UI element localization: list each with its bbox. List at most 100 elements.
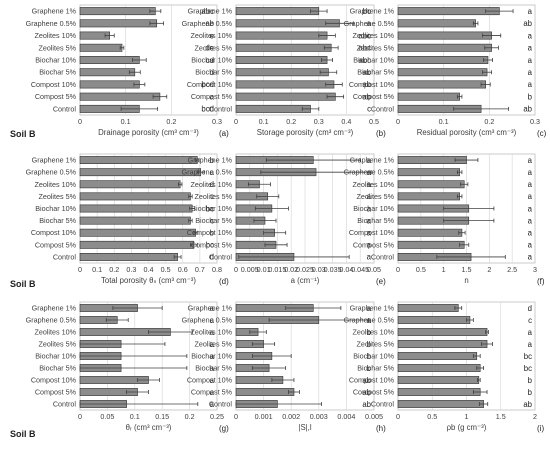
bar: [79, 156, 198, 164]
significance-letter: a: [528, 80, 533, 89]
category-label: Graphene 0.5%: [182, 168, 233, 177]
significance-letter: a: [528, 156, 533, 165]
significance-letter: a: [367, 204, 372, 213]
category-label: Graphene 0.5%: [182, 316, 233, 325]
panel-label: (c): [537, 129, 547, 138]
category-label: Compost 10%: [31, 228, 77, 237]
significance-letter: a: [528, 44, 533, 53]
significance-letter: bc: [206, 204, 214, 213]
x-axis-title: a (cm⁻¹): [291, 276, 320, 285]
category-label: Zeolites 5%: [356, 340, 394, 349]
panel-label: (e): [376, 277, 386, 286]
bar: [397, 180, 465, 189]
bar: [79, 192, 191, 201]
significance-letter: ab: [362, 376, 371, 385]
category-label: Biochar 5%: [195, 216, 232, 225]
x-tick-label: 0.3: [314, 117, 324, 126]
panel-b: 0 0.1 0.2 0.3 0.4 0.5 Graphene 1% Graphene 0.5%…: [182, 4, 386, 138]
x-axis-title: Storage porosity (cm³ cm⁻³): [257, 128, 354, 137]
category-label: Graphene 1%: [32, 304, 77, 313]
bar: [79, 228, 196, 237]
x-tick-label: 0.02: [284, 265, 298, 274]
category-label: Zeolites 10%: [190, 31, 232, 40]
significance-letter: bc: [524, 352, 532, 361]
panel-c: 0 0.1 0.2 0.3 Graphene 1% Graphene 0.5% Zeolit…: [344, 4, 547, 138]
category-label: Compost 5%: [191, 388, 233, 397]
x-axis-title: Residual porosity (cm³ cm⁻³): [417, 128, 517, 137]
significance-letter: ab: [362, 388, 371, 397]
category-label: Biochar 5%: [195, 68, 232, 77]
category-label: Biochar 5%: [39, 216, 76, 225]
significance-letter: bc: [363, 7, 371, 16]
x-tick-label: 0.2: [286, 117, 296, 126]
category-label: Graphene 0.5%: [26, 316, 77, 325]
significance-letter: a: [528, 241, 533, 250]
significance-letter: b: [367, 352, 372, 361]
bar: [397, 68, 488, 77]
significance-letter: a: [367, 229, 372, 238]
x-tick-label: 0: [78, 265, 82, 274]
category-label: Zeolites 5%: [194, 43, 232, 52]
x-tick-label: 0.03: [312, 265, 326, 274]
bar: [79, 80, 140, 89]
category-label: Compost 10%: [187, 376, 233, 385]
category-label: Biochar 10%: [35, 352, 76, 361]
x-tick-label: 1.5: [496, 412, 506, 421]
category-label: Control: [371, 252, 395, 261]
x-tick-label: 0.5: [427, 412, 437, 421]
category-label: Compost 5%: [35, 240, 77, 249]
panel-label: (d): [219, 277, 229, 286]
x-axis-title: Total porosity θₛ (cm³ cm⁻³): [101, 276, 196, 285]
significance-letter: bcd: [201, 105, 214, 114]
significance-letter: a: [367, 316, 372, 325]
significance-letter: a: [367, 304, 372, 313]
category-label: Biochar 10%: [353, 352, 394, 361]
bar: [397, 340, 488, 348]
bar: [397, 192, 460, 201]
bar: [79, 240, 195, 249]
category-label: Compost 5%: [35, 388, 77, 397]
x-tick-label: 0.005: [365, 412, 383, 421]
category-label: Zeolites 10%: [34, 31, 76, 40]
x-tick-label: 0.5: [416, 265, 426, 274]
x-tick-label: 3: [533, 265, 537, 274]
significance-letter: a: [210, 340, 215, 349]
category-label: Graphene 0.5%: [26, 168, 77, 177]
category-label: Control: [209, 104, 233, 113]
bar: [397, 328, 488, 336]
category-label: Biochar 10%: [191, 352, 232, 361]
category-label: Zeolites 5%: [38, 340, 76, 349]
x-tick-label: 0.15: [155, 412, 169, 421]
bar: [397, 80, 486, 89]
category-label: Graphene 1%: [188, 7, 233, 16]
bar: [235, 80, 335, 89]
significance-letter: a: [528, 31, 533, 40]
bar: [397, 316, 471, 324]
x-tick-label: 0.001: [255, 412, 273, 421]
panel-label: (a): [219, 129, 229, 138]
category-label: Zeolites 10%: [190, 328, 232, 337]
panel-g: 0 0.05 0.1 0.15 0.2 0.25 Graphene 1% Graphene 0…: [26, 301, 229, 433]
category-label: Biochar 5%: [357, 68, 394, 77]
x-tick-label: 0.035: [324, 265, 342, 274]
category-label: Zeolites 5%: [194, 340, 232, 349]
significance-letter: ab: [362, 68, 371, 77]
bar: [235, 43, 332, 52]
significance-letter: a: [528, 328, 533, 337]
significance-letter: a: [528, 168, 533, 177]
significance-letter: a: [367, 180, 372, 189]
x-tick-label: 0.045: [351, 265, 369, 274]
significance-letter: b: [210, 156, 215, 165]
significance-letter: a: [367, 192, 372, 201]
x-tick-label: 1: [465, 412, 469, 421]
significance-letter: a: [528, 56, 533, 65]
category-label: Biochar 5%: [39, 364, 76, 373]
x-tick-label: 0.5: [369, 117, 379, 126]
panel-label: (b): [376, 129, 386, 138]
category-label: Biochar 5%: [357, 364, 394, 373]
x-tick-label: 0: [78, 412, 82, 421]
category-label: Biochar 5%: [357, 216, 394, 225]
bar: [397, 43, 492, 52]
bar: [235, 92, 336, 101]
significance-letter: ab: [205, 19, 214, 28]
